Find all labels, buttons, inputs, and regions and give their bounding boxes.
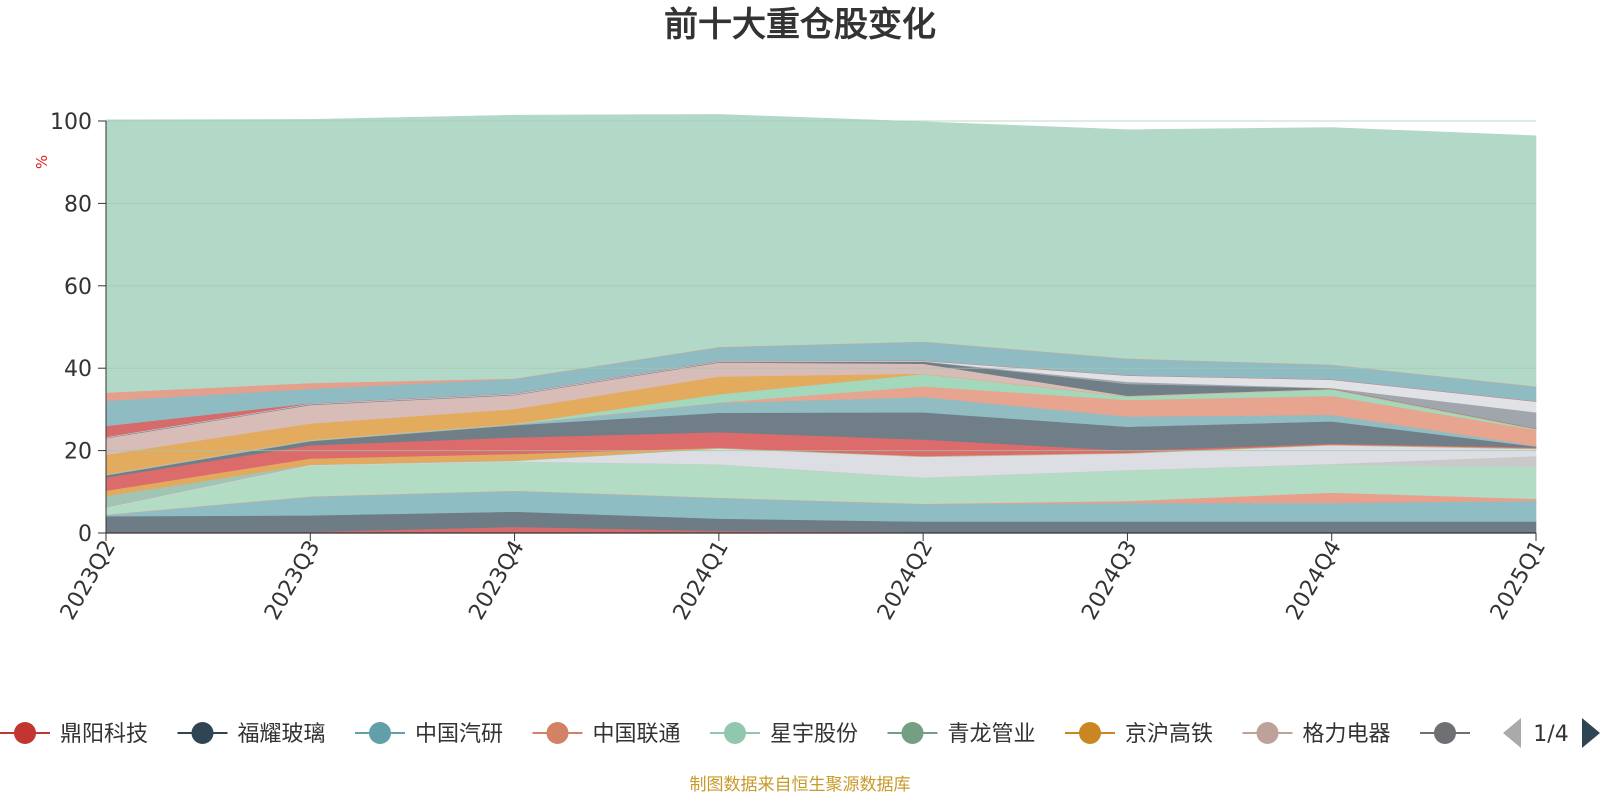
legend: 鼎阳科技 福耀玻璃 中国汽研 中国联通 星宇股份 青龙管业 京沪高铁 格力电器! 1/4 (0, 705, 1600, 761)
legend-label: 格力电器 (1303, 722, 1391, 747)
legend-item[interactable]: 格力电器 (1242, 722, 1391, 747)
legend-label: 京沪高铁 (1125, 722, 1213, 747)
legend-marker (14, 722, 36, 744)
y-tick-label: 40 (64, 357, 92, 382)
legend-marker (901, 722, 924, 744)
legend-marker (369, 722, 391, 744)
x-tick-label: 2025Q1 (1486, 536, 1551, 624)
legend-pager-background (1482, 705, 1600, 761)
legend-label: 中国汽研 (415, 722, 503, 747)
legend-item[interactable]: 鼎阳科技 (0, 722, 148, 747)
x-tick-label: 2023Q2 (56, 536, 121, 624)
legend-label: 福耀玻璃 (238, 722, 326, 747)
legend-item[interactable]: 青龙管业 (887, 722, 1036, 747)
legend-item[interactable]: 中国汽研 (355, 722, 503, 747)
area-series-layer (105, 114, 1537, 534)
legend-label: 青龙管业 (948, 722, 1036, 747)
area-series-23 (105, 114, 1537, 393)
legend-prev-page-icon[interactable] (1503, 718, 1521, 748)
x-tick-label: 2024Q3 (1077, 536, 1142, 624)
legend-label: 鼎阳科技 (60, 722, 148, 747)
chart-title: 前十大重仓股变化 (664, 5, 936, 45)
legend-next-page-icon[interactable] (1582, 718, 1600, 748)
legend-item[interactable]: ! (1420, 722, 1489, 747)
legend-item[interactable]: 福耀玻璃 (177, 722, 326, 747)
y-tick-label: 80 (64, 192, 92, 217)
x-tick-label: 2024Q2 (873, 536, 938, 624)
y-tick-label: 100 (50, 110, 92, 135)
legend-marker (1434, 722, 1456, 744)
legend-marker (1256, 722, 1279, 744)
legend-item[interactable]: 京沪高铁 (1065, 722, 1213, 747)
legend-marker (1079, 722, 1101, 744)
y-tick-label: 0 (78, 522, 92, 547)
x-tick-label: 2024Q4 (1282, 536, 1347, 624)
x-tick-label: 2023Q4 (464, 536, 529, 624)
data-source-note: 制图数据来自恒生聚源数据库 (690, 775, 911, 795)
legend-label: 中国联通 (593, 722, 681, 747)
y-tick-label: 20 (64, 440, 92, 465)
legend-item[interactable]: 星宇股份 (710, 722, 858, 747)
y-axis-unit-label: % (33, 155, 51, 169)
legend-marker (724, 722, 746, 744)
legend-marker (191, 722, 214, 744)
legend-marker (546, 722, 569, 744)
x-tick-label: 2024Q1 (669, 536, 734, 624)
legend-label: 星宇股份 (770, 722, 858, 747)
grid-lines (106, 120, 1536, 452)
legend-page-indicator: 1/4 (1533, 722, 1568, 747)
legend-item[interactable]: 中国联通 (532, 722, 681, 747)
y-tick-label: 60 (64, 275, 92, 300)
x-tick-label: 2023Q3 (260, 536, 325, 624)
